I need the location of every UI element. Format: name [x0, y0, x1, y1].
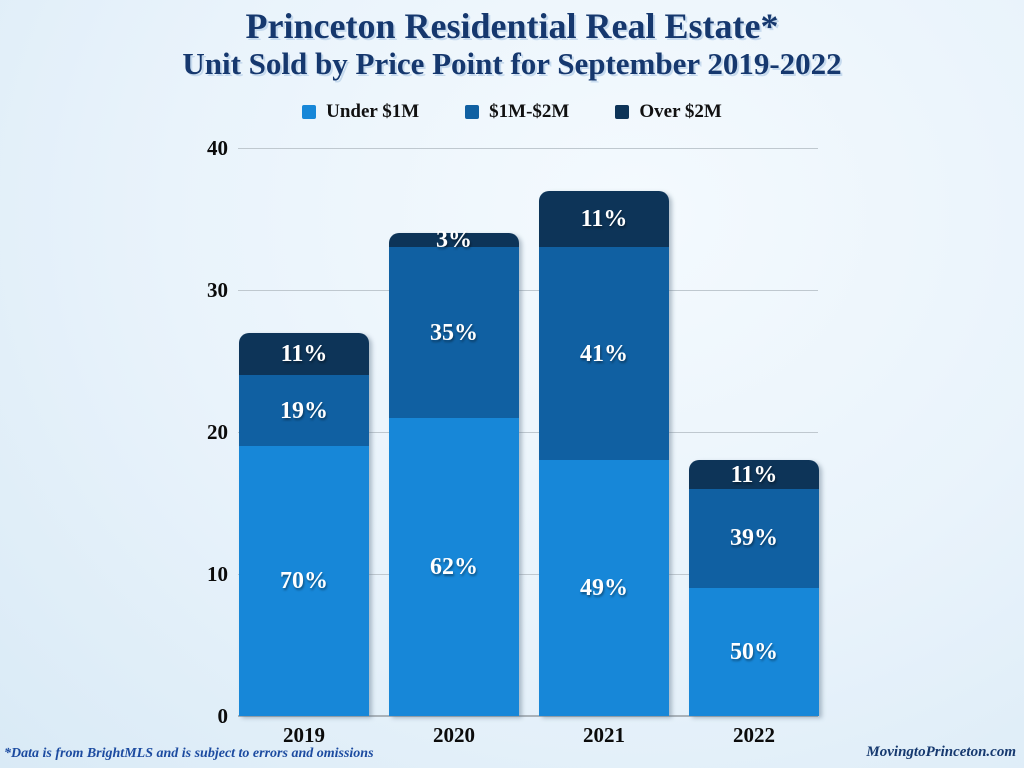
bar-2022: 11% 39% 50%: [689, 460, 819, 716]
y-axis-tick-0: 0: [217, 704, 229, 728]
bar-segment-label: 62%: [430, 553, 478, 580]
bar-segment-2019-over-2m: 11%: [239, 332, 369, 376]
bar-segment-label: 50%: [730, 639, 778, 666]
bar-segment-label: 41%: [580, 340, 628, 367]
bar-segment-2022-1m-2m: 39%: [689, 488, 819, 589]
y-axis-tick-30: 30: [207, 278, 228, 302]
bar-segment-label: 39%: [730, 525, 778, 552]
legend: Under $1M $1M-$2M Over $2M: [0, 101, 1024, 123]
chart-title: Princeton Residential Real Estate*: [245, 6, 779, 46]
chart-subtitle: Unit Sold by Price Point for September 2…: [182, 46, 842, 81]
legend-item-1m-2m: $1M-$2M: [465, 101, 569, 123]
bar-segment-label: 11%: [730, 461, 778, 488]
bar-segment-label: 11%: [580, 205, 628, 232]
x-axis-label-2019: 2019: [283, 723, 325, 747]
gridline-y-30: [238, 289, 818, 291]
x-axis-label-2022: 2022: [733, 723, 775, 747]
legend-swatch-icon: [465, 105, 480, 119]
bar-segment-2022-over-2m: 11%: [689, 460, 819, 489]
y-axis-tick-10: 10: [207, 562, 228, 586]
bar-segment-2019-1m-2m: 19%: [239, 375, 369, 447]
legend-label: $1M-$2M: [489, 101, 570, 122]
bar-2019: 11% 19% 70%: [239, 332, 369, 716]
bar-segment-label: 70%: [280, 568, 328, 595]
bar-segment-label: 35%: [430, 319, 478, 346]
bar-segment-2020-1m-2m: 35%: [389, 247, 519, 418]
bar-segment-label: 3%: [436, 227, 472, 254]
bar-segment-2021-1m-2m: 41%: [539, 247, 669, 461]
bar-segment-label: 11%: [280, 340, 328, 367]
legend-item-over-2m: Over $2M: [615, 101, 722, 123]
gridline-y-40: [238, 147, 818, 149]
bar-segment-2020-over-2m: 3%: [389, 228, 519, 252]
website-text: MovingtoPrinceton.com: [866, 744, 1016, 760]
footnote: *Data is from BrightMLS and is subject t…: [4, 746, 374, 761]
bar-2020: 3% 35% 62%: [389, 228, 519, 716]
legend-label: Under $1M: [326, 101, 420, 122]
bar-segment-label: 49%: [580, 575, 628, 602]
bar-segment-2019-under-1m: 70%: [239, 446, 369, 716]
bar-segment-label: 19%: [280, 397, 328, 424]
bar-segment-2021-over-2m: 11%: [539, 190, 669, 248]
legend-swatch-icon: [302, 105, 317, 119]
bar-segment-2020-under-1m: 62%: [389, 417, 519, 716]
legend-item-under-1m: Under $1M: [302, 101, 419, 123]
legend-label: Over $2M: [639, 101, 722, 122]
bar-2021: 11% 41% 49%: [539, 190, 669, 716]
legend-swatch-icon: [615, 105, 630, 119]
x-axis-baseline: [238, 715, 818, 717]
gridline-y-20: [238, 431, 818, 433]
x-axis-label-2020: 2020: [433, 723, 475, 747]
y-axis-tick-40: 40: [207, 136, 228, 160]
gridline-y-10: [238, 573, 818, 575]
bar-segment-2021-under-1m: 49%: [539, 460, 669, 716]
y-axis-tick-20: 20: [207, 420, 228, 444]
bar-segment-2022-under-1m: 50%: [689, 588, 819, 716]
x-axis-label-2021: 2021: [583, 723, 625, 747]
